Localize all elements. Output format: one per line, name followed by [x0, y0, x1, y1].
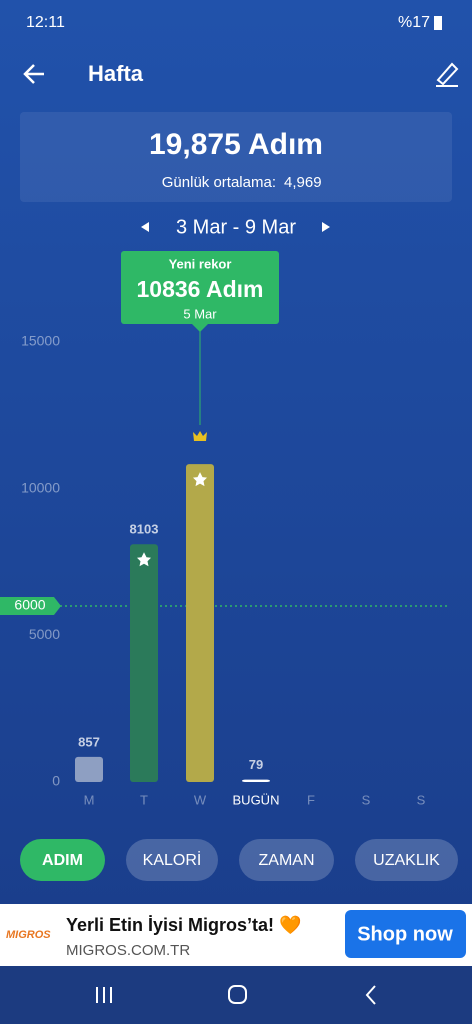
tab-label[interactable]: UZAKLIK: [373, 852, 440, 869]
ad-button[interactable]: [345, 910, 466, 958]
goal-label: 6000: [14, 597, 45, 613]
y-tick-label: 5000: [29, 626, 60, 642]
x-tick-label: T: [140, 792, 148, 807]
x-tick-label: W: [194, 792, 207, 807]
bar: [130, 544, 158, 782]
date-range: 3 Mar - 9 Mar: [176, 216, 296, 238]
bar-value-label: 857: [78, 734, 100, 749]
nav-back[interactable]: [365, 985, 376, 1005]
summary-total: 19,875 Adım: [149, 128, 323, 161]
tab-label[interactable]: ZAMAN: [259, 852, 315, 869]
header-title: Hafta: [88, 61, 144, 86]
goal-badge: [0, 597, 61, 615]
average-label: Günlük ortalama:: [162, 174, 276, 191]
background: [0, 0, 472, 966]
ad-button-label[interactable]: Shop now: [357, 923, 453, 945]
prev-week[interactable]: [141, 222, 149, 232]
bar: [75, 756, 103, 782]
nav-recent[interactable]: [96, 987, 112, 1003]
tooltip-title: Yeni rekor: [169, 256, 232, 271]
ad-title: Yerli Etin İyisi Migros’ta! 🧡: [66, 915, 302, 935]
status-battery: %17: [398, 14, 430, 31]
next-week[interactable]: [322, 222, 330, 232]
summary-box: [20, 112, 452, 202]
y-tick-label: 0: [52, 773, 60, 789]
y-tick-label: 10000: [21, 479, 60, 495]
x-tick-label: S: [417, 792, 426, 807]
x-tick-label: M: [84, 792, 95, 807]
x-tick-label: BUGÜN: [233, 792, 280, 807]
tooltip-date: 5 Mar: [183, 306, 217, 321]
tab-label[interactable]: KALORİ: [143, 850, 202, 869]
y-tick-label: 15000: [21, 333, 60, 349]
tooltip-value: 10836 Adım: [137, 276, 264, 302]
edit-button[interactable]: [436, 62, 459, 87]
crown-icon: [193, 431, 207, 441]
bar: [186, 464, 214, 782]
star-icon: [193, 472, 207, 487]
bar-value-label: 8103: [130, 522, 159, 537]
tab[interactable]: [20, 839, 105, 881]
tab[interactable]: [355, 839, 458, 881]
status-time: 12:11: [26, 14, 65, 31]
tab-label[interactable]: ADIM: [42, 852, 83, 869]
battery-icon: [434, 16, 442, 30]
tab[interactable]: [126, 839, 218, 881]
tab[interactable]: [239, 839, 334, 881]
nav-home[interactable]: [228, 985, 247, 1004]
bar: [242, 779, 270, 782]
average-value: 4,969: [284, 174, 322, 191]
nav-bar: [0, 966, 472, 1024]
ad-brand: MIGROS: [6, 929, 51, 941]
bar-value-label: 79: [249, 757, 263, 772]
tooltip: [121, 251, 279, 324]
back-button[interactable]: [23, 64, 44, 84]
star-icon: [137, 552, 151, 567]
x-tick-label: S: [362, 792, 371, 807]
ad-url: MIGROS.COM.TR: [66, 942, 190, 959]
tooltip-pointer: [192, 324, 208, 332]
x-tick-label: F: [307, 792, 315, 807]
tabs: ADIM KALORİ ZAMAN UZAKLIK: [20, 839, 458, 881]
